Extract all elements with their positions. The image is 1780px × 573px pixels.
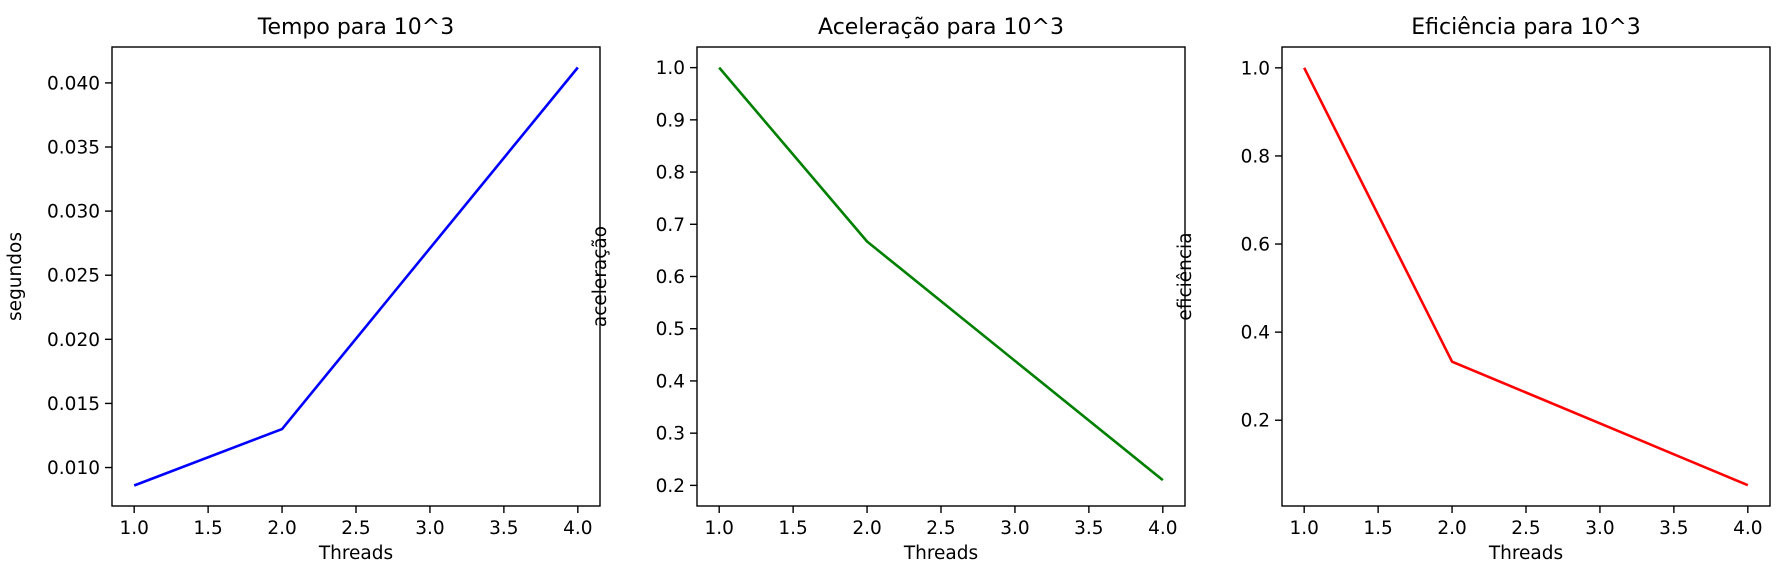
y-tick-label: 0.4 (656, 371, 685, 392)
chart-title: Tempo para 10^3 (257, 15, 454, 40)
y-tick-label: 0.8 (1241, 146, 1270, 167)
x-tick-label: 4.0 (1148, 518, 1177, 539)
plot-area: 1.0 1.5 2.0 2.5 3.0 3.5 4.0 0.2 0.4 0.6 0.8 1.0 (1241, 46, 1771, 539)
x-tick-label: 4.0 (563, 518, 592, 539)
y-tick-label: 0.015 (47, 394, 100, 415)
y-axis-label: segundos (5, 232, 26, 321)
y-tick-label: 0.040 (47, 73, 100, 94)
y-tick-label: 0.030 (47, 202, 100, 223)
y-tick-label: 0.9 (656, 110, 685, 131)
series-line-0 (718, 66, 1164, 482)
y-tick-label: 0.010 (47, 458, 100, 479)
x-tick-label: 1.0 (704, 518, 733, 539)
x-axis-label: Threads (318, 543, 393, 564)
y-tick-label: 0.5 (656, 319, 685, 340)
x-tick-label: 3.0 (415, 518, 444, 539)
x-tick-label: 2.0 (852, 518, 881, 539)
chart-title: Aceleração para 10^3 (818, 15, 1064, 40)
panel-efficiency: Eficiência para 10^3 1.0 1.5 2.0 2.5 3.0 3.5 4… (1175, 15, 1771, 564)
y-tick-label: 0.4 (1241, 323, 1270, 344)
y-tick-label: 0.020 (47, 330, 100, 351)
y-tick-label: 1.0 (1241, 58, 1270, 79)
y-tick-label: 0.2 (656, 476, 685, 497)
plot-area: 1.0 1.5 2.0 2.5 3.0 3.5 4.0 0.2 0.3 0.4 0.5 0.6 0.7 0… (656, 46, 1186, 539)
y-tick-label: 0.7 (656, 215, 685, 236)
panel-time: Tempo para 10^3 1.0 1.5 2.0 2.5 3.0 3.5 4.0 0.0… (5, 15, 601, 564)
y-tick-label: 1.0 (656, 58, 685, 79)
x-tick-label: 1.5 (193, 518, 222, 539)
series-line-0 (1303, 67, 1749, 487)
x-tick-label: 2.0 (1437, 518, 1466, 539)
x-tick-label: 2.5 (1511, 518, 1540, 539)
y-tick-label: 0.6 (656, 267, 685, 288)
x-tick-label: 1.0 (1289, 518, 1318, 539)
y-axis-label: eficiência (1175, 232, 1196, 320)
x-tick-label: 1.0 (119, 518, 148, 539)
x-axis-label: Threads (1488, 543, 1563, 564)
y-tick-label: 0.6 (1241, 235, 1270, 256)
x-tick-label: 3.5 (1659, 518, 1688, 539)
x-tick-label: 2.0 (267, 518, 296, 539)
y-tick-label: 0.025 (47, 266, 100, 287)
panel-speedup: Aceleração para 10^3 1.0 1.5 2.0 2.5 3.0 3.5 4… (590, 15, 1186, 564)
y-tick-label: 0.3 (656, 424, 685, 445)
x-tick-label: 2.5 (341, 518, 370, 539)
x-tick-label: 2.5 (926, 518, 955, 539)
y-axis-label: aceleração (590, 226, 611, 327)
x-tick-label: 3.0 (1585, 518, 1614, 539)
x-tick-label: 1.5 (778, 518, 807, 539)
x-tick-label: 3.0 (1000, 518, 1029, 539)
y-tick-label: 0.035 (47, 138, 100, 159)
x-tick-label: 4.0 (1733, 518, 1762, 539)
y-tick-label: 0.2 (1241, 411, 1270, 432)
x-tick-label: 3.5 (1074, 518, 1103, 539)
x-axis-label: Threads (903, 543, 978, 564)
plot-area: 1.0 1.5 2.0 2.5 3.0 3.5 4.0 0.010 0.015 0.020 0.02… (47, 46, 601, 539)
series-line-0 (133, 66, 579, 487)
chart-title: Eficiência para 10^3 (1411, 15, 1641, 40)
x-tick-label: 1.5 (1363, 518, 1392, 539)
y-tick-label: 0.8 (656, 163, 685, 184)
x-tick-label: 3.5 (489, 518, 518, 539)
